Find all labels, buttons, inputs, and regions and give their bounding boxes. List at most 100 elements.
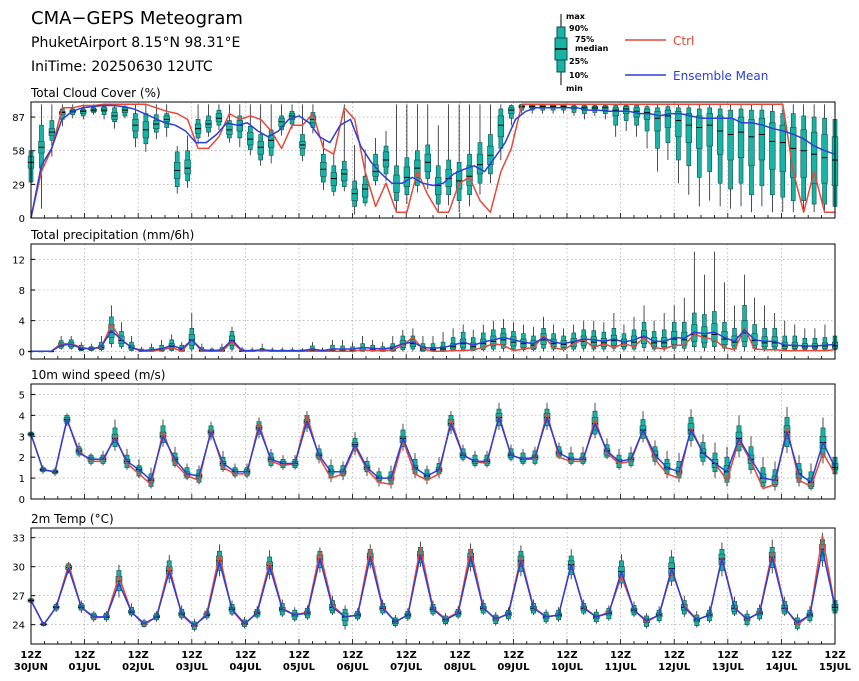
box-25-75 — [361, 184, 369, 198]
panel-frame — [30, 527, 836, 645]
x-hour-label: 12Z — [396, 650, 417, 661]
box-25-75 — [602, 106, 609, 111]
location-label: PhuketAirport 8.15°N 98.31°E — [31, 35, 240, 51]
box-legend-label: 90% — [569, 24, 588, 33]
box-25-75 — [382, 151, 390, 168]
box-25-75 — [821, 134, 828, 184]
box-25-75 — [466, 165, 473, 186]
box-25-75 — [685, 113, 692, 143]
x-hour-label: 12Z — [20, 650, 41, 661]
box-25-75 — [351, 188, 358, 201]
box-25-75 — [403, 166, 411, 187]
box-25-75 — [620, 338, 628, 348]
y-tick-label: 4 — [19, 317, 25, 328]
x-hour-label: 12Z — [181, 650, 202, 661]
x-hour-label: 12Z — [288, 650, 309, 661]
ctrl-line — [30, 103, 835, 219]
x-day-label: 14JUL — [765, 662, 798, 673]
x-day-label: 11JUL — [605, 662, 638, 673]
x-hour-label: 12Z — [664, 650, 685, 661]
box-25-75 — [727, 117, 734, 161]
box-25-75 — [779, 124, 786, 172]
x-hour-label: 12Z — [342, 650, 363, 661]
x-day-label: 02JUL — [122, 662, 155, 673]
box-25-75 — [455, 171, 463, 190]
y-tick-label: 4 — [19, 411, 25, 422]
box-25-75 — [476, 153, 484, 175]
y-tick-label: 30 — [12, 563, 25, 574]
box-25-75 — [163, 115, 170, 123]
x-day-label: 30JUN — [14, 662, 48, 673]
box-25-75 — [414, 159, 421, 178]
box-25-75 — [497, 115, 505, 138]
box-25-75 — [100, 107, 108, 112]
y-tick-label: 2 — [19, 453, 25, 464]
box-25-75 — [153, 120, 160, 129]
y-tick-label: 3 — [19, 432, 25, 443]
box-25-75 — [737, 116, 745, 158]
x-day-label: 07JUL — [390, 662, 423, 673]
ensemble-mean-line — [31, 329, 836, 353]
legend-ctrl-label: Ctrl — [673, 34, 694, 48]
x-day-label: 05JUL — [283, 662, 316, 673]
x-hour-label: 12Z — [556, 650, 577, 661]
box-legend: max 90% 75%median 25% 10% min — [554, 12, 609, 93]
x-hour-label: 12Z — [503, 650, 524, 661]
panel-cloud-cover-title: Total Cloud Cover (%) — [30, 86, 161, 100]
x-day-label: 04JUL — [229, 662, 262, 673]
box-25-75 — [184, 159, 191, 175]
ctrl-line — [31, 323, 836, 353]
box-25-75 — [341, 168, 348, 182]
box-25-75 — [435, 177, 442, 196]
box-25-75 — [622, 106, 630, 114]
box-legend-label: 75% — [575, 35, 594, 44]
box-25-75 — [470, 342, 477, 350]
box-25-75 — [741, 320, 748, 342]
box-25-75 — [267, 135, 275, 148]
box-legend-label: median — [575, 44, 609, 53]
y-tick-label: 0 — [19, 214, 25, 225]
box-25-75 — [675, 110, 682, 138]
x-hour-label: 12Z — [824, 650, 845, 661]
x-day-label: 10JUL — [551, 662, 584, 673]
ensemble-mean-line — [30, 548, 836, 627]
x-axis-labels: 12Z30JUN12Z01JUL12Z02JUL12Z03JUL12Z04JUL… — [14, 650, 852, 673]
panel-temperature-title: 2m Temp (°C) — [31, 512, 114, 526]
panel-precipitation-title: Total precipitation (mm/6h) — [30, 228, 194, 242]
box-25-75 — [500, 333, 507, 345]
box-25-75 — [330, 172, 337, 186]
y-tick-label: 1 — [19, 474, 25, 485]
box-25-75 — [664, 109, 672, 128]
box-25-75 — [59, 110, 66, 116]
y-tick-label: 5 — [19, 390, 25, 401]
x-day-label: 08JUL — [444, 662, 477, 673]
box-25-75 — [510, 336, 517, 347]
y-tick-label: 33 — [12, 534, 25, 545]
legend-mean-label: Ensemble Mean — [673, 69, 768, 83]
box-legend-label: max — [566, 12, 586, 21]
y-tick-label: 27 — [12, 592, 25, 603]
x-day-label: 13JUL — [712, 662, 745, 673]
ensemble-mean-line — [30, 104, 836, 219]
y-tick-label: 8 — [19, 286, 25, 297]
box-25-75 — [769, 122, 776, 170]
x-hour-label: 12Z — [74, 650, 95, 661]
panel-cloud-cover: Total Cloud Cover (%) 0 29 58 87 — [12, 86, 839, 225]
x-hour-label: 12Z — [717, 650, 738, 661]
y-tick-label: 24 — [12, 621, 25, 632]
box-25-75 — [80, 109, 87, 114]
line-legend: Ctrl Ensemble Mean — [625, 34, 768, 83]
y-tick-label: 87 — [12, 113, 25, 124]
panel-frame — [30, 101, 836, 219]
x-day-label: 01JUL — [69, 662, 102, 673]
box-25-75 — [226, 123, 233, 135]
box-25-75 — [424, 153, 431, 172]
box-25-75 — [215, 113, 223, 123]
x-hour-label: 12Z — [449, 650, 470, 661]
box-legend-label: 25% — [569, 57, 588, 66]
y-tick-label: 0 — [19, 495, 25, 506]
panel-wind-speed: 10m wind speed (m/s) 0 1 2 3 4 5 — [19, 368, 839, 506]
panel-precipitation: Total precipitation (mm/6h) 0 4 8 12 — [12, 228, 839, 360]
